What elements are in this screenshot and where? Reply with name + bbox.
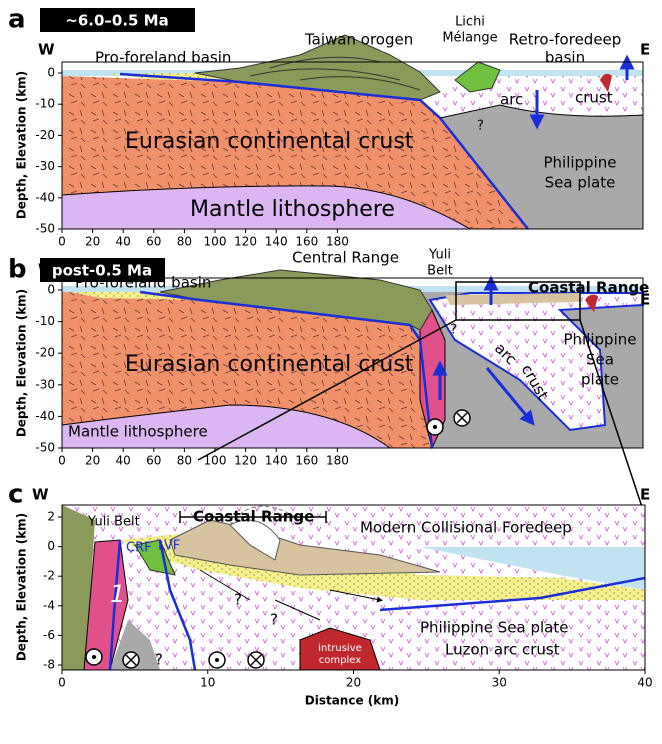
- y-tick-label: -30: [35, 159, 55, 173]
- west: W: [32, 486, 49, 504]
- x-tick-label: 100: [204, 454, 227, 468]
- x-tick-label: 40: [637, 676, 652, 690]
- x-tick-label: 180: [326, 454, 349, 468]
- text: plate: [581, 371, 619, 389]
- text: intrusive: [318, 643, 362, 654]
- x-tick-label: 10: [200, 676, 215, 690]
- text: Mantle lithosphere: [190, 197, 395, 222]
- x-tick-label: 160: [295, 454, 318, 468]
- y-tick-label: 0: [47, 66, 55, 80]
- text: Luzon arc crust: [445, 641, 560, 659]
- text: Philippine: [543, 154, 616, 172]
- text: Sea plate: [545, 174, 616, 192]
- x-tick-label: 30: [492, 676, 507, 690]
- text: Lichi: [455, 15, 485, 30]
- panel-c: c W E Yuli Belt Coastal Range CRF LVF Mo…: [8, 480, 650, 708]
- x-tick-label: 0: [58, 454, 66, 468]
- x-tick-label: 120: [234, 454, 257, 468]
- east: E: [640, 41, 650, 59]
- x-tick-label: 80: [177, 454, 192, 468]
- x-tick-label: 100: [204, 235, 227, 249]
- panel-a: a ~6.0–0.5 Ma W E Pro-foreland basin Tai…: [8, 5, 650, 230]
- y-tick-label: -40: [35, 190, 55, 204]
- y-tick-label: -4: [43, 598, 55, 612]
- text: Sea: [586, 351, 614, 369]
- text: ?: [234, 591, 242, 609]
- text: ?: [450, 323, 457, 338]
- y-title: Depth, Elevation (km): [15, 71, 29, 219]
- text: Belt: [427, 264, 453, 279]
- y-tick-label: -40: [35, 409, 55, 423]
- text: Philippine Sea plate: [420, 619, 568, 637]
- x-tick-label: 40: [116, 235, 131, 249]
- y-tick-label: 2: [47, 510, 55, 524]
- text: crust: [575, 89, 613, 107]
- y-tick-label: -8: [43, 658, 55, 672]
- y-tick-label: -10: [35, 97, 55, 111]
- x-tick-label: 20: [85, 454, 100, 468]
- west: W: [38, 41, 55, 59]
- x-tick-label: 0: [58, 235, 66, 249]
- x-tick-label: 140: [265, 235, 288, 249]
- y-tick-label: -50: [35, 441, 55, 455]
- panel-label: c: [8, 480, 23, 510]
- text: basin: [545, 49, 585, 67]
- text: Philippine: [563, 331, 636, 349]
- x-tick-label: 160: [295, 235, 318, 249]
- y-tick-label: -6: [43, 628, 55, 642]
- text: ?: [477, 119, 484, 134]
- text: Modern Collisional Foredeep: [360, 519, 572, 537]
- y-tick-label: -20: [35, 128, 55, 142]
- text: Yuli Belt: [87, 515, 140, 530]
- x-tick-label: 180: [326, 235, 349, 249]
- panel-b: b post-0.5 Ma W E Pro-foreland basin Cen…: [8, 248, 650, 511]
- x-tick-label: 60: [146, 454, 161, 468]
- text: Central Range: [292, 249, 399, 267]
- y-tick-label: -20: [35, 346, 55, 360]
- text: Pro-foreland basin: [75, 274, 211, 292]
- y-tick-label: 0: [47, 283, 55, 297]
- age: ~6.0–0.5 Ma: [65, 12, 168, 30]
- text: Yuli: [428, 248, 451, 263]
- text: Pro-foreland basin: [95, 49, 231, 67]
- x-title: Distance (km): [305, 694, 399, 708]
- east: E: [640, 486, 650, 504]
- text: Mantle lithosphere: [68, 423, 208, 441]
- text: LVF: [158, 539, 180, 554]
- y-title: Depth, Elevation (km): [15, 289, 29, 437]
- text: Retro-foredeep: [509, 31, 622, 49]
- text: CRF: [126, 541, 152, 556]
- west: W: [38, 261, 55, 279]
- text: arc: [500, 91, 523, 109]
- text: ?: [270, 611, 278, 629]
- x-tick-label: 20: [85, 235, 100, 249]
- text: complex: [319, 655, 361, 666]
- text: Eurasian continental crust: [125, 129, 414, 154]
- panel-label: b: [8, 255, 27, 285]
- text: Eurasian continental crust: [125, 352, 414, 377]
- text: ?: [155, 651, 163, 669]
- x-tick-label: 80: [177, 235, 192, 249]
- text: Taiwan orogen: [304, 31, 413, 49]
- y-tick-label: -10: [35, 314, 55, 328]
- text: Coastal Range: [528, 279, 649, 297]
- panel-label: a: [8, 5, 26, 35]
- x-tick-label: 40: [116, 454, 131, 468]
- text: Coastal Range: [193, 508, 314, 526]
- x-tick-label: 0: [58, 676, 66, 690]
- y-tick-label: -30: [35, 377, 55, 391]
- x-tick-label: 60: [146, 235, 161, 249]
- y-title: Depth, Elevation (km): [15, 513, 29, 661]
- figure: a ~6.0–0.5 Ma W E Pro-foreland basin Tai…: [0, 0, 662, 744]
- x-tick-label: 120: [234, 235, 257, 249]
- y-tick-label: -50: [35, 222, 55, 236]
- x-tick-label: 140: [265, 454, 288, 468]
- text: Mélange: [442, 31, 497, 46]
- text: 1: [110, 580, 125, 608]
- y-tick-label: 0: [47, 539, 55, 553]
- y-tick-label: -2: [43, 569, 55, 583]
- x-tick-label: 20: [346, 676, 361, 690]
